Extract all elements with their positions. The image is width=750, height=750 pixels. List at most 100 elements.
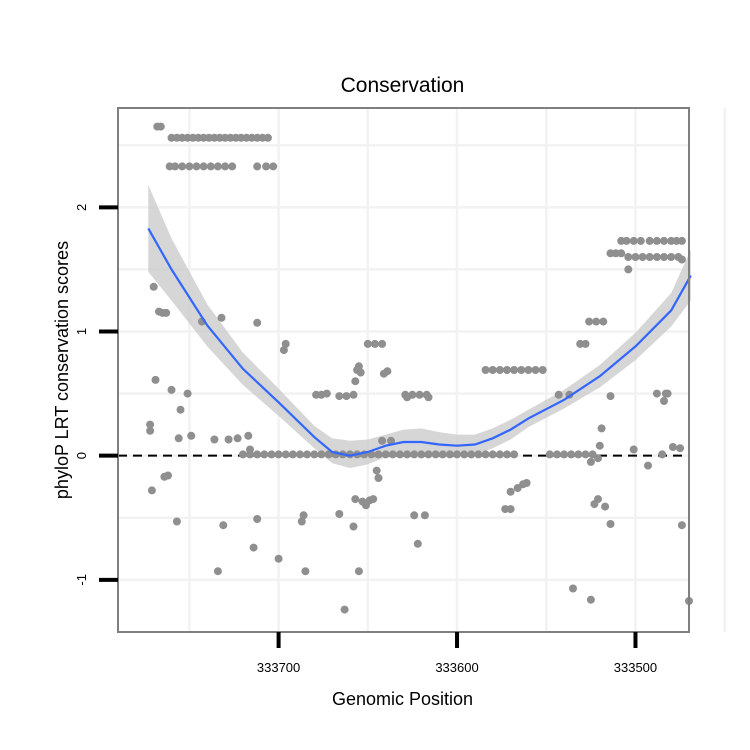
data-point	[645, 253, 654, 261]
data-point	[638, 253, 647, 261]
data-point	[260, 450, 269, 459]
plot-panel-border	[117, 107, 690, 633]
data-point	[221, 162, 230, 171]
data-point	[167, 385, 176, 394]
data-point	[171, 162, 180, 171]
data-point	[351, 377, 360, 386]
data-point	[531, 366, 540, 374]
x-tick-label: 333500	[614, 660, 657, 675]
data-point	[420, 511, 429, 520]
data-point	[303, 450, 312, 459]
data-point	[335, 510, 344, 518]
data-point	[417, 450, 426, 459]
data-point	[267, 450, 276, 459]
data-point	[354, 362, 363, 371]
data-point	[467, 450, 476, 459]
data-point	[424, 393, 433, 402]
data-point	[185, 162, 194, 171]
data-point	[624, 253, 633, 261]
data-point	[403, 450, 412, 459]
data-point	[281, 339, 290, 348]
data-points	[146, 122, 693, 614]
data-point	[622, 236, 631, 245]
data-point	[206, 162, 215, 171]
data-point	[652, 236, 661, 245]
data-point	[374, 474, 383, 482]
data-point	[156, 122, 165, 131]
data-point	[599, 317, 608, 326]
data-point	[677, 236, 686, 245]
data-point	[506, 487, 515, 496]
x-axis-title: Genomic Position	[332, 689, 473, 709]
axes: 333700 333600 333500 -1 0 1 2	[74, 204, 657, 675]
data-point	[262, 162, 271, 171]
data-point	[594, 454, 602, 463]
data-point	[299, 511, 308, 520]
data-point	[370, 339, 379, 348]
data-point	[586, 595, 595, 604]
data-point	[597, 424, 606, 433]
data-point	[233, 434, 242, 443]
data-point	[274, 450, 283, 459]
data-point	[645, 236, 654, 245]
data-point	[288, 450, 297, 459]
data-point	[363, 339, 372, 348]
data-point	[503, 450, 511, 459]
data-point	[149, 282, 158, 291]
data-point	[403, 393, 412, 402]
data-point	[187, 431, 196, 440]
data-point	[606, 520, 615, 528]
chart-title: Conservation	[341, 74, 465, 97]
data-point	[438, 450, 447, 459]
data-point	[253, 450, 262, 459]
data-point	[413, 539, 422, 548]
data-point	[351, 495, 360, 504]
data-point	[199, 162, 208, 171]
data-point	[246, 450, 254, 459]
smooth-line	[147, 227, 692, 457]
y-tick-label: 1	[74, 328, 89, 335]
data-point	[224, 435, 233, 444]
data-point	[567, 450, 576, 459]
data-point	[296, 450, 304, 459]
data-point	[263, 133, 272, 142]
data-point	[381, 450, 390, 459]
data-point	[524, 366, 533, 374]
data-point	[586, 457, 595, 466]
data-point	[660, 253, 668, 261]
data-point	[146, 420, 155, 429]
data-point	[503, 366, 511, 374]
data-point	[387, 436, 395, 445]
smooth-layer	[147, 227, 692, 457]
data-point	[660, 397, 668, 405]
data-point	[506, 505, 515, 514]
data-point	[660, 236, 668, 245]
data-point	[517, 366, 526, 374]
data-point	[553, 450, 561, 459]
data-point	[274, 554, 283, 563]
data-point	[644, 461, 652, 470]
data-point	[415, 390, 424, 399]
data-point	[146, 426, 155, 435]
data-point	[340, 605, 349, 614]
data-point	[652, 253, 661, 261]
y-axis-title: phyloP LRT conservation scores	[52, 241, 72, 499]
data-point	[192, 162, 201, 171]
data-point	[335, 392, 344, 401]
data-point	[592, 317, 601, 326]
data-point	[244, 431, 253, 440]
data-point	[574, 450, 583, 459]
data-point	[317, 450, 326, 459]
data-point	[147, 486, 156, 495]
data-point	[652, 389, 661, 398]
data-point	[388, 450, 397, 459]
x-tick-label: 333700	[257, 660, 300, 675]
data-point	[658, 450, 667, 459]
data-point	[228, 162, 237, 171]
data-point	[663, 389, 672, 398]
data-point	[279, 346, 288, 355]
data-point	[178, 162, 187, 171]
data-point	[310, 450, 319, 459]
data-point	[269, 162, 278, 171]
